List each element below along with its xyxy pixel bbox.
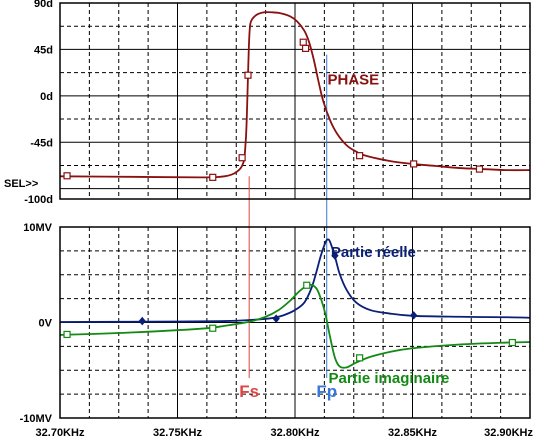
y-tick-label: 90d [34, 0, 53, 10]
x-tick-label: 32.80KHz [271, 427, 320, 439]
phase-curve [59, 11, 531, 179]
y-tick-label: -100d [24, 194, 53, 206]
imaginary-part-curve [59, 283, 531, 369]
phase-marker [410, 160, 418, 168]
imaginary-part-marker [356, 354, 364, 362]
phase-annotation: PHASE [328, 71, 380, 88]
x-tick-label: 32.85KHz [388, 427, 437, 439]
y-tick-label: -45d [30, 137, 53, 149]
sel-marker: SEL>> [4, 178, 38, 190]
x-tick-label: 32.90KHz [484, 427, 533, 439]
real-part-marker [331, 251, 339, 260]
y-tick-label: 45d [34, 44, 53, 56]
top-panel-frame [59, 2, 531, 200]
y-tick-label: 0d [40, 91, 53, 103]
real-part-marker [272, 314, 280, 323]
phase-marker [301, 44, 310, 52]
top-grid [60, 3, 530, 199]
imaginary-part-marker [508, 338, 516, 347]
imaginary-part-marker [63, 330, 71, 339]
bottom-panel-frame [59, 226, 531, 419]
curves [59, 11, 531, 369]
x-tick-label: 32.75KHz [153, 427, 202, 439]
phase-marker [209, 173, 217, 181]
y-tick-label: 10MV [23, 222, 52, 234]
y-tick-label: -10MV [20, 413, 53, 425]
imaginary-part-marker [209, 324, 217, 332]
phase-marker [356, 152, 364, 160]
phase-marker [475, 165, 484, 173]
x-tick-label: 32.70KHz [36, 427, 85, 439]
phase-marker [299, 38, 307, 46]
real-part-marker [138, 316, 146, 326]
phase-marker [63, 172, 71, 180]
point-markers [63, 38, 516, 362]
fp-label: Fp [316, 382, 337, 401]
y-tick-label: 0V [39, 318, 53, 330]
real-part-annotation: Partie réelle [331, 244, 416, 261]
phase-marker [244, 71, 252, 79]
fs-label: Fs [239, 382, 259, 401]
labels: 90d 45d 0d -45d -100d 10MV 0V -10MV 32.70KHz 32.7… [20, 0, 534, 439]
imaginary-part-annotation: Partie imaginaire [329, 370, 450, 387]
imaginary-part-marker [303, 281, 311, 289]
real-part-marker [410, 311, 418, 320]
phase-marker [238, 154, 246, 162]
real-part-curve [59, 238, 531, 323]
